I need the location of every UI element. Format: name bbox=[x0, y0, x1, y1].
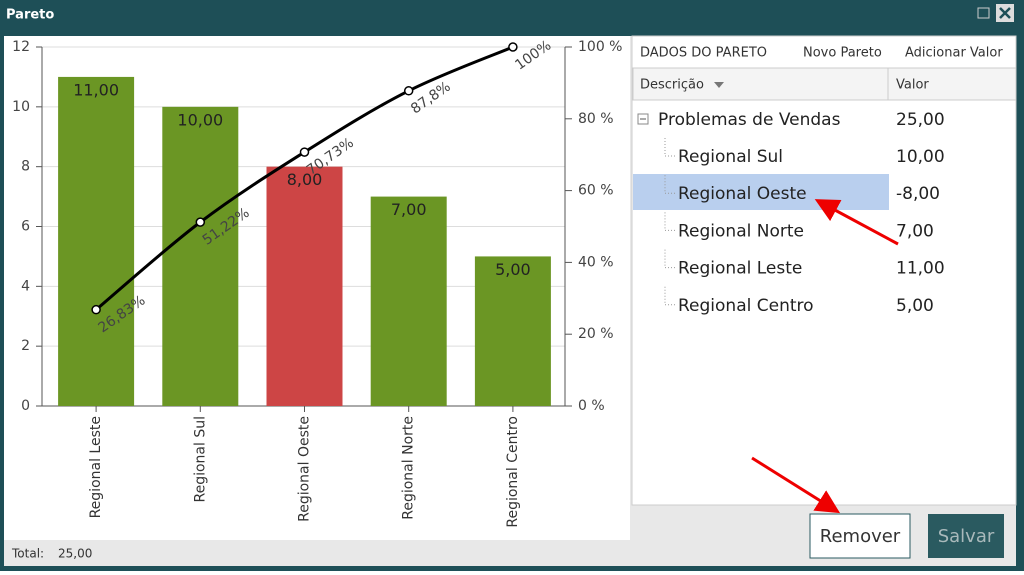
column-header[interactable]: Descrição bbox=[640, 78, 704, 93]
bar-value-label: 5,00 bbox=[495, 260, 531, 279]
tree-connector bbox=[664, 212, 675, 231]
tree-row-label[interactable]: Regional Oeste bbox=[678, 184, 807, 204]
tree-row-label[interactable]: Regional Norte bbox=[678, 221, 804, 241]
bar-value-label: 10,00 bbox=[177, 110, 223, 129]
table-header bbox=[632, 67, 1017, 101]
tree-row-value[interactable]: 7,00 bbox=[896, 221, 934, 241]
maximize-button[interactable] bbox=[977, 7, 990, 19]
cumulative-point bbox=[403, 86, 414, 96]
tab[interactable]: Novo Pareto bbox=[803, 46, 882, 61]
bar-value-label: 8,00 bbox=[287, 170, 323, 189]
y2-tick-label: 100 % bbox=[578, 39, 622, 55]
x-tick-label: Regional Oeste bbox=[297, 416, 313, 522]
bar bbox=[162, 106, 239, 406]
y-tick-label: 10 bbox=[12, 99, 30, 115]
y2-tick-label: 80 % bbox=[578, 111, 614, 127]
cumulative-point bbox=[91, 304, 101, 315]
x-tick-label: Regional Norte bbox=[401, 416, 417, 520]
tree-row-value[interactable]: 11,00 bbox=[896, 259, 945, 279]
tree-connector bbox=[664, 286, 675, 306]
bar bbox=[266, 166, 343, 406]
tab[interactable]: DADOS DO PARETO bbox=[640, 46, 767, 61]
save-button-label: Salvar bbox=[938, 526, 995, 547]
selected-row bbox=[633, 174, 889, 210]
cumulative-point bbox=[195, 217, 206, 227]
tree-row-label[interactable]: Regional Sul bbox=[678, 147, 783, 167]
tree-connector bbox=[664, 175, 675, 194]
tree-connector bbox=[664, 138, 675, 157]
cumulative-point bbox=[299, 147, 310, 157]
tree-row-label[interactable]: Regional Centro bbox=[678, 296, 814, 316]
bar bbox=[370, 196, 447, 406]
annotation-arrow bbox=[751, 456, 841, 514]
window-title: Pareto bbox=[6, 8, 54, 23]
x-tick-label: Regional Sul bbox=[192, 416, 208, 503]
tree-row-value[interactable]: -8,00 bbox=[896, 184, 940, 204]
y-tick-label: 0 bbox=[21, 398, 30, 414]
y-tick-label: 4 bbox=[21, 278, 30, 294]
y-tick-label: 8 bbox=[21, 159, 30, 175]
tab[interactable]: Adicionar Valor bbox=[905, 46, 1003, 61]
tree-connector bbox=[664, 249, 675, 269]
bar bbox=[474, 256, 551, 406]
tree-row-label[interactable]: Regional Leste bbox=[678, 259, 802, 279]
y2-tick-label: 60 % bbox=[578, 183, 614, 199]
tree-row-value[interactable]: 5,00 bbox=[896, 296, 934, 316]
y-tick-label: 6 bbox=[21, 219, 30, 235]
y2-tick-label: 20 % bbox=[578, 326, 614, 342]
column-header[interactable]: Valor bbox=[896, 78, 929, 93]
remove-button[interactable] bbox=[809, 513, 911, 559]
y-tick-label: 2 bbox=[21, 338, 30, 354]
y2-tick-label: 0 % bbox=[578, 398, 605, 414]
sort-icon bbox=[714, 82, 724, 88]
tree-root-value[interactable]: 25,00 bbox=[896, 110, 945, 130]
total-label: Total: bbox=[11, 547, 44, 561]
x-tick-label: Regional Centro bbox=[505, 416, 521, 528]
total-value: 25,00 bbox=[58, 547, 92, 561]
save-button[interactable] bbox=[928, 514, 1004, 558]
bar bbox=[58, 76, 135, 407]
annotation-arrow bbox=[814, 199, 899, 246]
cumulative-point bbox=[508, 42, 518, 52]
close-icon bbox=[999, 7, 1011, 19]
tree-row-value[interactable]: 10,00 bbox=[896, 147, 945, 167]
remove-button-label: Remover bbox=[820, 526, 901, 547]
bar-value-label: 7,00 bbox=[391, 200, 427, 219]
x-tick-label: Regional Leste bbox=[88, 416, 104, 518]
data-panel bbox=[631, 35, 1017, 506]
bar-value-label: 11,00 bbox=[73, 80, 119, 99]
y-tick-label: 12 bbox=[12, 39, 30, 55]
tree-root-label[interactable]: Problemas de Vendas bbox=[658, 110, 841, 130]
y2-tick-label: 40 % bbox=[578, 254, 614, 270]
